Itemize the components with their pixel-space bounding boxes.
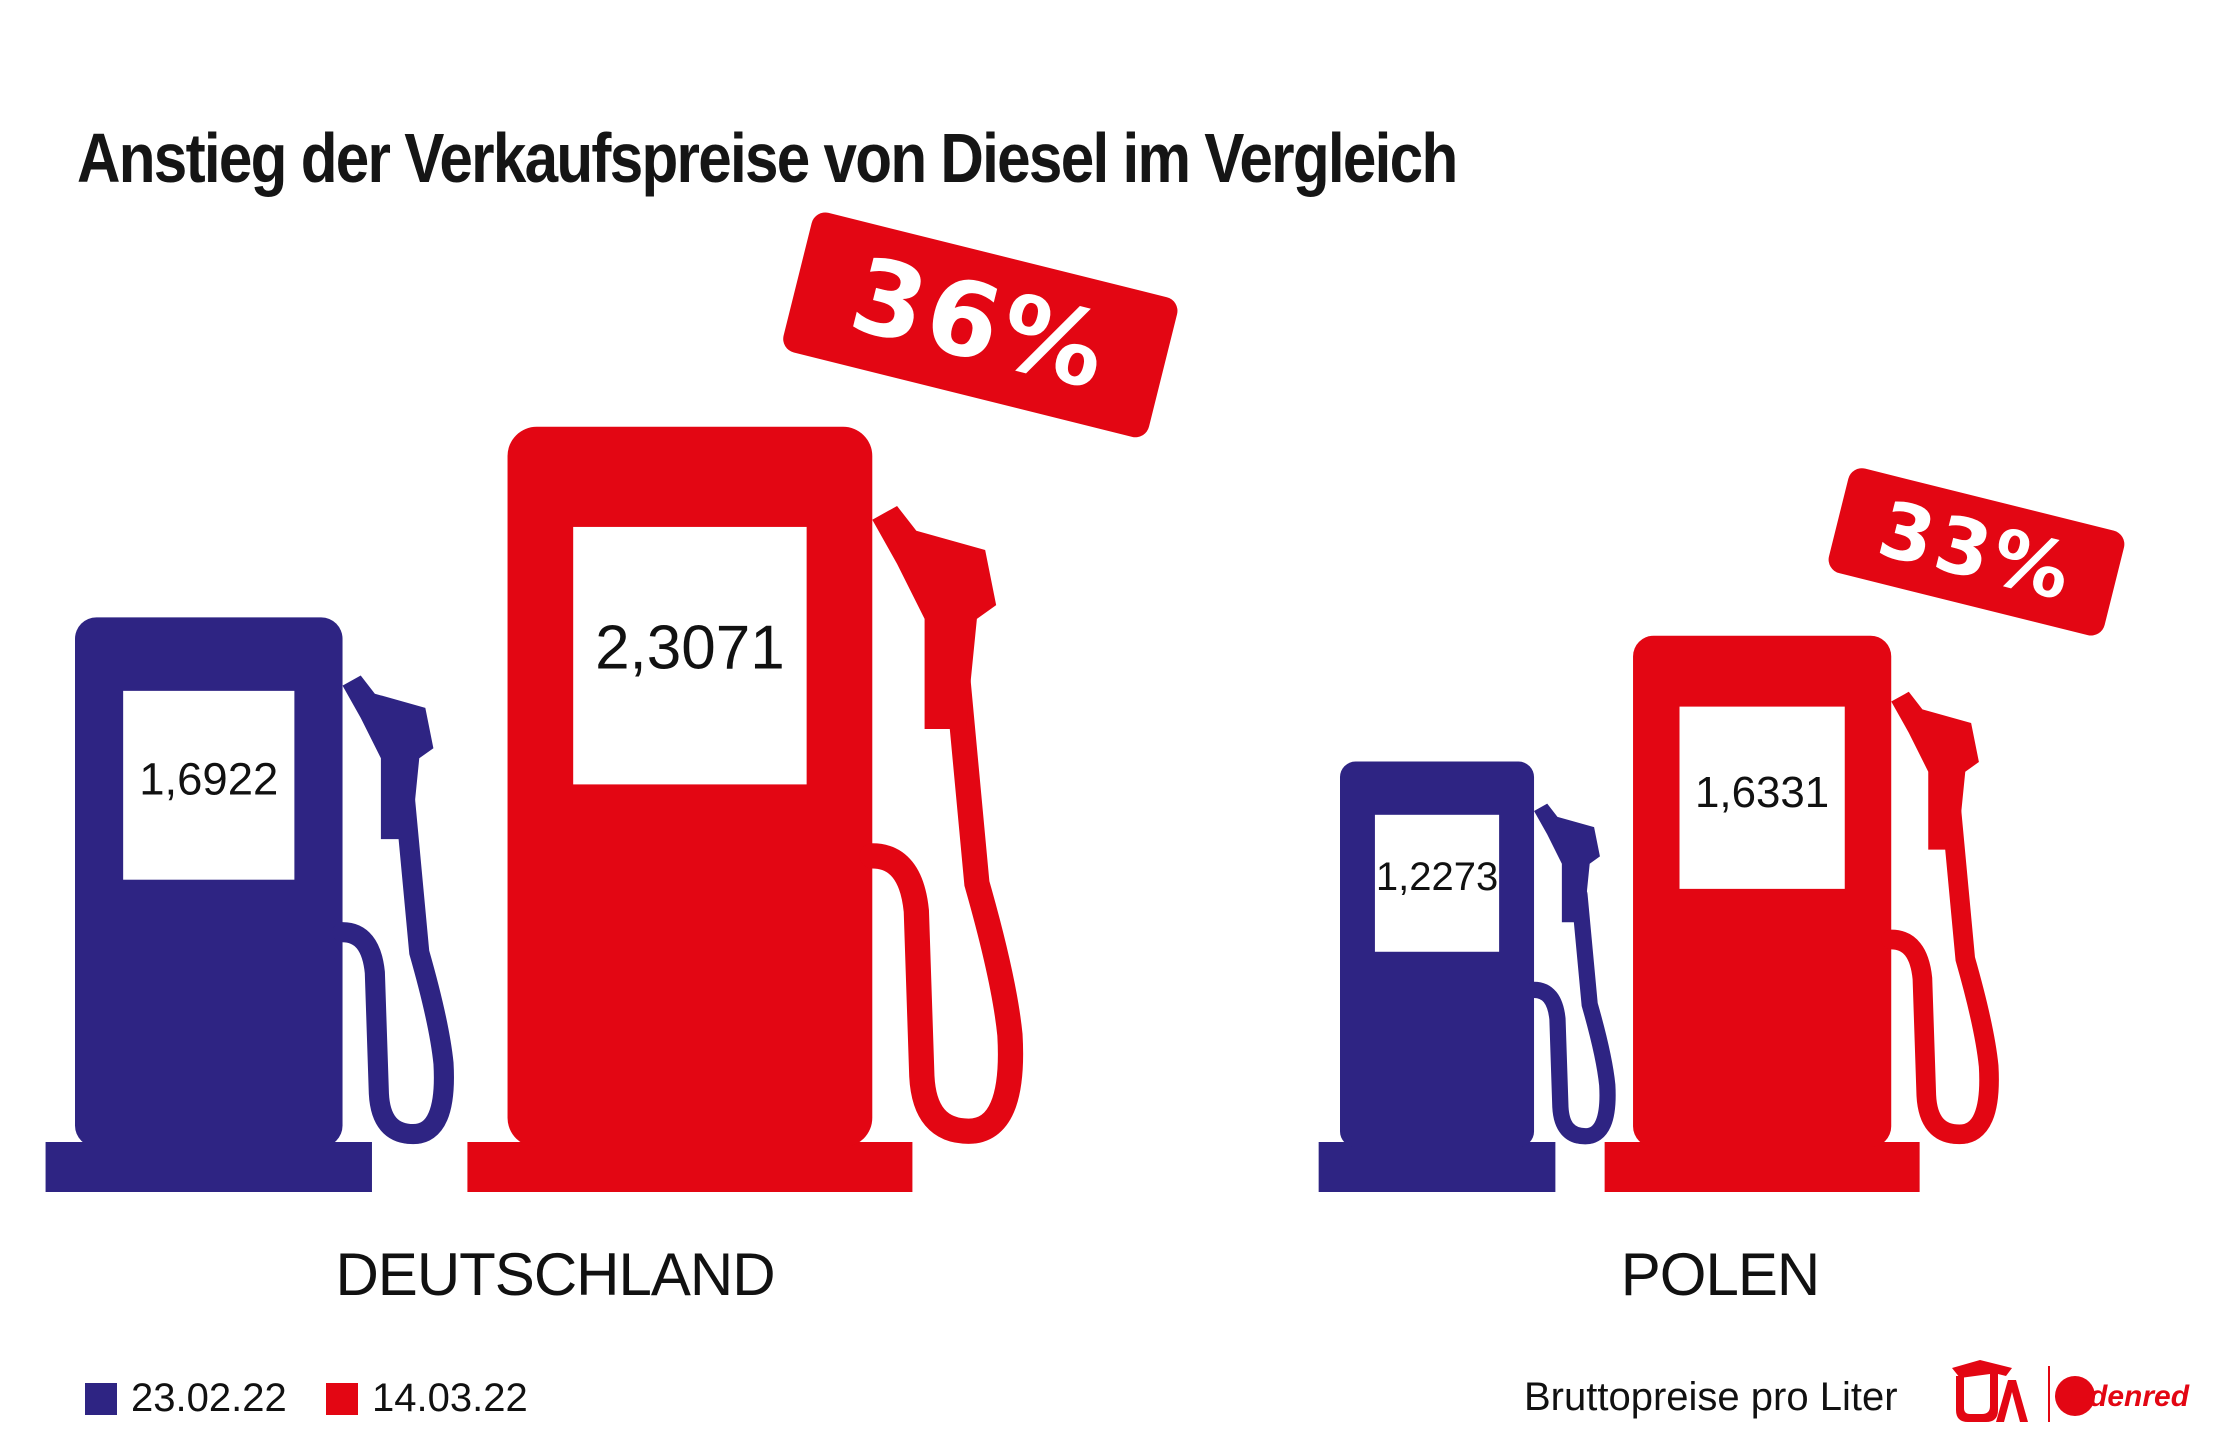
logo-divider	[2048, 1366, 2050, 1422]
pump-base	[1318, 1142, 1556, 1192]
pump-polen-before: 1,2273	[1318, 761, 1616, 1192]
pump-base	[1604, 1142, 1920, 1192]
pump-deutschland-after: 2,3071 36%	[467, 212, 1178, 1192]
pump-value-label: 1,6331	[1695, 768, 1829, 817]
pump-hose	[1881, 803, 1999, 1145]
legend-label-after: 14.03.22	[372, 1376, 528, 1420]
increase-tag-box	[783, 212, 1178, 438]
pump-display	[573, 526, 807, 785]
country-label-polen: POLEN	[1620, 1241, 1820, 1308]
logo-area: Edenred	[1952, 1360, 2190, 1422]
pump-value-label: 1,6922	[139, 754, 278, 805]
page-title: Anstieg der Verkaufspreise von Diesel im…	[77, 119, 1458, 197]
legend-label-before: 23.02.22	[131, 1376, 287, 1420]
legend-swatch-after	[326, 1382, 358, 1415]
uta-logo	[1952, 1360, 2028, 1422]
pump-nozzle	[1891, 691, 1979, 850]
pump-nozzle	[342, 675, 434, 840]
pump-value-label: 1,2273	[1376, 855, 1498, 899]
legend-swatch-before	[85, 1382, 117, 1415]
pump-display	[1374, 814, 1500, 952]
increase-tag-box	[1828, 468, 2125, 636]
pump-base	[45, 1142, 372, 1192]
pump-hose	[332, 790, 454, 1145]
footnote: Bruttopreise pro Liter	[1524, 1375, 1898, 1419]
edenred-logo: Edenred	[2055, 1376, 2190, 1416]
pump-hose	[859, 664, 1024, 1144]
pump-polen-after: 1,6331 33%	[1604, 468, 2125, 1192]
pump-nozzle	[1534, 803, 1600, 923]
pump-hose	[1525, 886, 1616, 1145]
pump-nozzle	[872, 506, 997, 729]
legend-item-after: 14.03.22	[326, 1376, 528, 1421]
pump-deutschland-before: 1,6922	[45, 617, 454, 1192]
pump-value-label: 2,3071	[595, 614, 785, 683]
country-label-deutschland: DEUTSCHLAND	[335, 1241, 775, 1308]
pump-base	[467, 1142, 913, 1192]
increase-tag: 33%	[1828, 468, 2125, 636]
pump-display	[1679, 706, 1845, 889]
pump-display	[123, 690, 295, 880]
increase-tag: 36%	[783, 212, 1178, 438]
legend-item-before: 23.02.22	[85, 1376, 287, 1421]
svg-text:Edenred: Edenred	[2069, 1380, 2190, 1413]
